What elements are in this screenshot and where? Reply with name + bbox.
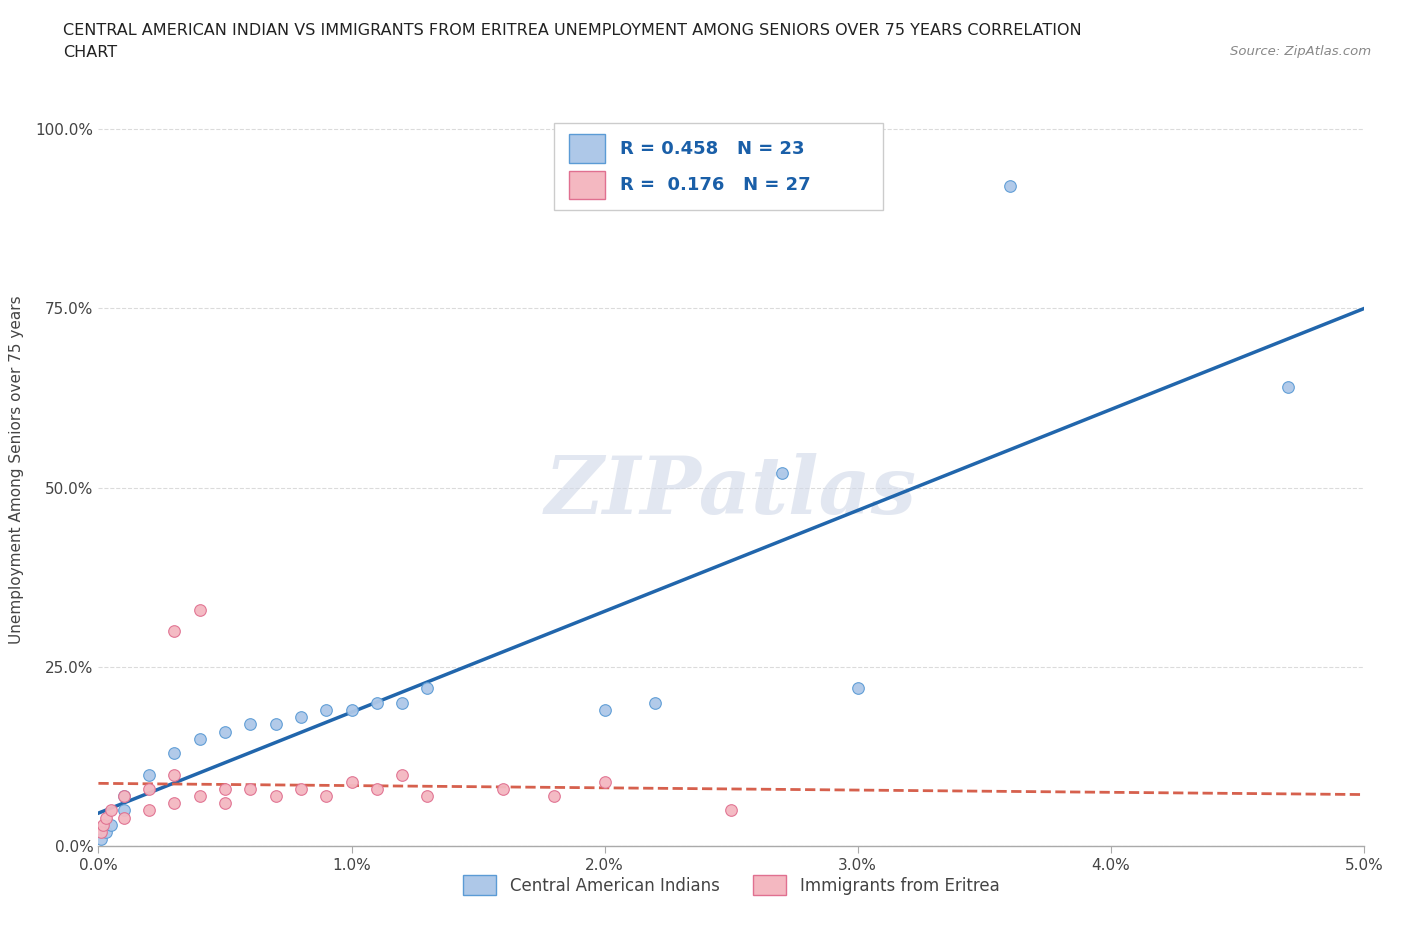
Point	[138, 803, 160, 817]
Point	[340, 702, 363, 717]
Bar	[569, 135, 605, 163]
Point	[90, 831, 112, 846]
Point	[366, 696, 388, 711]
Point	[94, 810, 117, 825]
Legend: Central American Indians, Immigrants from Eritrea: Central American Indians, Immigrants fro…	[457, 869, 1005, 902]
Point	[543, 789, 565, 804]
Point	[214, 781, 236, 796]
Point	[188, 789, 211, 804]
Text: ZIPatlas: ZIPatlas	[546, 454, 917, 531]
Point	[720, 803, 742, 817]
Point	[593, 702, 616, 717]
Point	[163, 624, 186, 639]
Point	[112, 789, 135, 804]
Point	[94, 825, 117, 840]
Point	[340, 775, 363, 790]
Point	[112, 803, 135, 817]
Point	[416, 789, 439, 804]
Point	[416, 681, 439, 696]
Point	[770, 466, 793, 481]
Point	[315, 789, 337, 804]
Point	[1277, 379, 1299, 394]
Point	[290, 710, 312, 724]
Text: R = 0.458   N = 23: R = 0.458 N = 23	[620, 140, 804, 158]
Point	[264, 717, 287, 732]
Point	[112, 810, 135, 825]
Text: CHART: CHART	[63, 45, 117, 60]
Text: Source: ZipAtlas.com: Source: ZipAtlas.com	[1230, 45, 1371, 58]
Point	[239, 781, 262, 796]
Point	[163, 796, 186, 811]
Point	[846, 681, 869, 696]
Point	[214, 796, 236, 811]
Point	[100, 803, 122, 817]
Point	[188, 602, 211, 617]
Point	[492, 781, 515, 796]
Point	[290, 781, 312, 796]
Point	[644, 696, 666, 711]
Text: CENTRAL AMERICAN INDIAN VS IMMIGRANTS FROM ERITREA UNEMPLOYMENT AMONG SENIORS OV: CENTRAL AMERICAN INDIAN VS IMMIGRANTS FR…	[63, 23, 1081, 38]
Point	[998, 179, 1021, 193]
Point	[214, 724, 236, 739]
FancyBboxPatch shape	[554, 123, 883, 210]
Point	[391, 696, 413, 711]
Point	[138, 767, 160, 782]
Point	[391, 767, 413, 782]
Point	[315, 702, 337, 717]
Point	[163, 746, 186, 761]
Point	[112, 789, 135, 804]
Point	[593, 775, 616, 790]
Bar	[569, 170, 605, 199]
Point	[366, 781, 388, 796]
Text: R =  0.176   N = 27: R = 0.176 N = 27	[620, 176, 810, 193]
Y-axis label: Unemployment Among Seniors over 75 years: Unemployment Among Seniors over 75 years	[10, 296, 24, 644]
Point	[264, 789, 287, 804]
Point	[138, 781, 160, 796]
Point	[90, 825, 112, 840]
Point	[93, 817, 115, 832]
Point	[163, 767, 186, 782]
Point	[188, 731, 211, 746]
Point	[100, 817, 122, 832]
Point	[239, 717, 262, 732]
